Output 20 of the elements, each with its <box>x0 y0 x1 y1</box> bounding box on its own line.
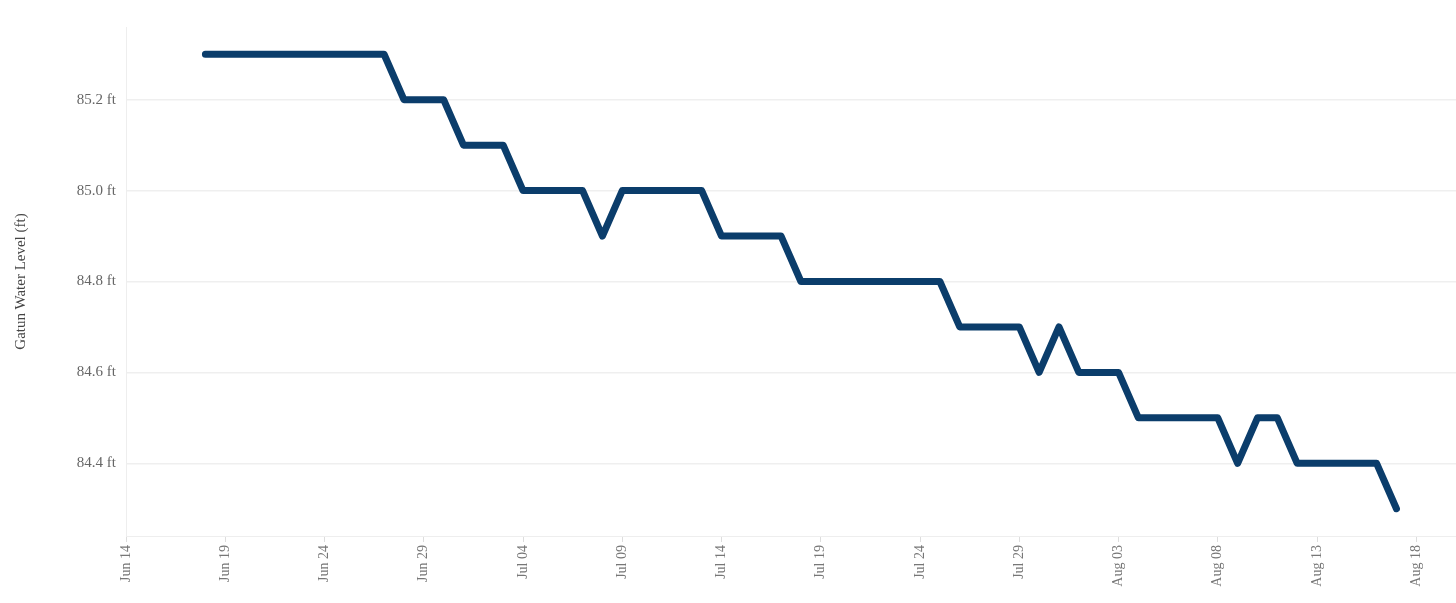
x-tick-label: Jul 14 <box>713 545 729 579</box>
x-tick-label: Jul 19 <box>812 545 828 579</box>
x-tick-label: Jul 04 <box>514 545 530 579</box>
x-tick-label: Jul 09 <box>613 545 629 579</box>
x-tick-label: Aug 03 <box>1110 545 1126 587</box>
x-tick-label: Aug 13 <box>1308 545 1324 587</box>
y-tick-label: 85.0 ft <box>76 181 117 198</box>
x-tick-label: Jun 24 <box>316 545 332 582</box>
y-axis-title: Gatun Water Level (ft) <box>11 213 29 350</box>
y-tick-label: 84.6 ft <box>76 363 117 380</box>
x-tick-label: Jun 19 <box>216 545 232 582</box>
x-tick-label: Jul 24 <box>911 545 927 579</box>
x-tick-label: Aug 18 <box>1407 545 1423 587</box>
x-tick-label: Jul 29 <box>1010 545 1026 579</box>
y-tick-label: 84.4 ft <box>76 454 117 471</box>
x-tick-label: Jun 14 <box>117 545 133 582</box>
x-tick-label: Jun 29 <box>415 545 431 582</box>
x-tick-label: Aug 08 <box>1209 545 1225 587</box>
y-tick-label: 84.8 ft <box>76 272 117 289</box>
y-tick-label: 85.2 ft <box>76 90 117 107</box>
